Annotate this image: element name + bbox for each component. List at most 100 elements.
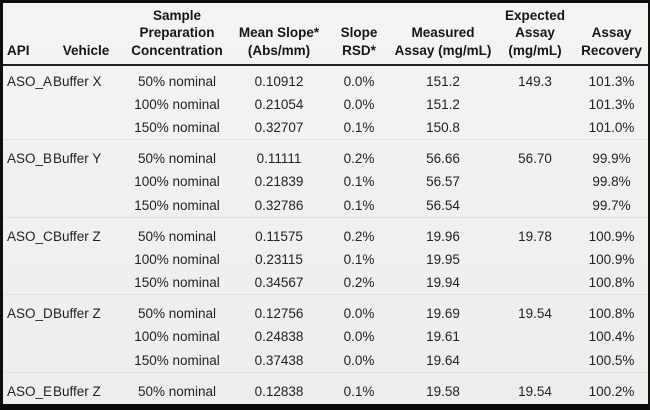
vehicle-cell: Buffer Z xyxy=(49,294,123,326)
api-cell xyxy=(3,248,49,271)
api-cell xyxy=(3,325,49,348)
mean-slope-cell: 0.25260 xyxy=(231,403,327,404)
mean-slope-cell: 0.21839 xyxy=(254,174,304,190)
expected-assay-cell xyxy=(495,248,575,271)
concentration-cell: 150% nominal xyxy=(134,120,220,136)
vehicle-cell xyxy=(49,170,123,193)
concentration-cell: 150% nominal xyxy=(134,275,220,291)
assay-recovery-cell: 101.3% xyxy=(588,73,635,89)
measured-assay-cell: 19.55 xyxy=(391,403,495,404)
concentration-cell: 50% nominal xyxy=(137,73,217,89)
table-row: 150% nominal 0.37438 0.0% 19.64 100.5% xyxy=(3,349,648,373)
vehicle-cell xyxy=(49,325,123,348)
mean-slope-cell: 0.21054 xyxy=(254,96,304,112)
measured-assay-cell: 56.66 xyxy=(391,139,495,171)
expected-assay-cell xyxy=(495,194,575,218)
table-row: 150% nominal 0.32707 0.1% 150.8 101.0% xyxy=(3,116,648,140)
slope-rsd-cell: 0.2% xyxy=(327,216,391,248)
table-row: ASO_C Buffer Z 50% nominal 0.11575 0.2% 19.96… xyxy=(3,216,648,248)
mean-slope-cell: 0.23115 xyxy=(255,251,303,267)
vehicle-cell: Buffer X xyxy=(53,73,102,89)
api-cell xyxy=(3,194,49,218)
concentration-cell: 50% nominal xyxy=(123,139,231,171)
table-row: ASO_B Buffer Y 50% nominal 0.11111 0.2% 56.66… xyxy=(3,139,648,171)
concentration-cell: 100% nominal xyxy=(123,403,231,404)
slope-rsd-cell: 0.1% xyxy=(343,120,375,136)
vehicle-cell xyxy=(49,194,123,218)
column-header-slope-rsd: Slope RSD* xyxy=(327,3,391,66)
measured-assay-cell: 19.94 xyxy=(426,275,460,291)
mean-slope-cell: 0.10912 xyxy=(254,73,304,89)
expected-assay-cell: 19.54 xyxy=(495,371,575,403)
column-header-assay-recovery: Assay Recovery xyxy=(575,3,648,66)
measured-assay-cell: 151.2 xyxy=(426,73,460,89)
vehicle-cell xyxy=(49,116,123,140)
api-cell: ASO_A xyxy=(7,73,53,89)
assay-recovery-cell: 100.8% xyxy=(588,275,635,291)
column-header-mean-slope: Mean Slope* (Abs/mm) xyxy=(231,3,327,66)
api-cell xyxy=(3,271,49,295)
expected-assay-cell xyxy=(495,170,575,193)
table-row: 100% nominal 0.21839 0.1% 56.57 99.8% xyxy=(3,170,648,193)
concentration-cell: 50% nominal xyxy=(123,294,231,326)
slope-rsd-cell: 0.2% xyxy=(327,139,391,171)
api-cell xyxy=(3,93,49,116)
vehicle-cell: Buffer Y xyxy=(49,139,123,171)
assay-recovery-cell: 101.3% xyxy=(588,96,635,112)
table-row: ASO_E Buffer Z 50% nominal 0.12838 0.1% 19.58… xyxy=(3,371,648,403)
measured-assay-cell: 19.96 xyxy=(391,216,495,248)
concentration-cell: 100% nominal xyxy=(134,96,220,112)
slope-rsd-cell: 0.1% xyxy=(343,197,375,213)
api-cell xyxy=(3,403,49,404)
measured-assay-cell: 19.69 xyxy=(391,294,495,326)
vehicle-cell xyxy=(49,271,123,295)
measured-assay-cell: 150.8 xyxy=(426,120,460,136)
table-row: 150% nominal 0.32786 0.1% 56.54 99.7% xyxy=(3,194,648,218)
api-cell: ASO_E xyxy=(3,371,52,403)
mean-slope-cell: 0.32786 xyxy=(254,197,304,213)
mean-slope-cell: 0.11575 xyxy=(231,216,327,248)
assay-recovery-cell: 101.0% xyxy=(588,120,635,136)
measured-assay-cell: 151.2 xyxy=(426,96,460,112)
api-cell xyxy=(3,349,49,373)
expected-assay-cell: 19.78 xyxy=(495,216,575,248)
slope-rsd-cell: 0.0% xyxy=(327,294,391,326)
measured-assay-cell: 56.54 xyxy=(426,197,460,213)
expected-assay-cell xyxy=(495,271,575,295)
expected-assay-cell: 19.54 xyxy=(495,294,575,326)
measured-assay-cell: 19.61 xyxy=(426,329,460,345)
assay-recovery-cell: 99.9% xyxy=(575,139,648,171)
expected-assay-cell: 56.70 xyxy=(495,139,575,171)
measured-assay-cell: 56.57 xyxy=(426,174,460,190)
expected-assay-cell xyxy=(495,116,575,140)
assay-recovery-cell: 100.2% xyxy=(575,371,648,403)
table-row: ASO_A Buffer X 50% nominal 0.10912 0.0% 151.2… xyxy=(3,65,648,93)
mean-slope-cell: 0.11111 xyxy=(231,139,327,171)
table-body: ASO_A Buffer X 50% nominal 0.10912 0.0% 151.2… xyxy=(3,65,648,404)
mean-slope-cell: 0.32707 xyxy=(254,120,304,136)
concentration-cell: 100% nominal xyxy=(134,251,220,267)
assay-recovery-cell: 99.7% xyxy=(592,197,631,213)
assay-recovery-cell: 100.8% xyxy=(575,294,648,326)
expected-assay-cell xyxy=(495,325,575,348)
slope-rsd-cell: 0.1% xyxy=(343,174,375,190)
expected-assay-cell xyxy=(495,349,575,373)
slope-rsd-cell: 0.0% xyxy=(343,96,375,112)
api-cell: ASO_C xyxy=(3,216,53,248)
slope-rsd-cell: 0.0% xyxy=(343,73,375,89)
slope-rsd-cell: 0.0% xyxy=(343,352,375,368)
mean-slope-cell: 0.24838 xyxy=(254,329,304,345)
table-row: 150% nominal 0.34567 0.2% 19.94 100.8% xyxy=(3,271,648,295)
expected-assay-cell: 149.3 xyxy=(518,73,552,89)
table-row: 100% nominal 0.23115 0.1% 19.95 100.9% xyxy=(3,248,648,271)
column-header-expected-assay: Expected Assay (mg/mL) xyxy=(495,3,575,66)
data-table: API Vehicle Sample Preparation Concentra… xyxy=(3,3,648,404)
slope-rsd-cell: 0.1% xyxy=(327,371,391,403)
table-row: 100% nominal 0.24838 0.0% 19.61 100.4% xyxy=(3,325,648,348)
measured-assay-cell: 19.64 xyxy=(426,352,460,368)
vehicle-cell: Buffer Z xyxy=(49,371,123,403)
vehicle-cell xyxy=(49,93,123,116)
column-header-measured-assay: Measured Assay (mg/mL) xyxy=(391,3,495,66)
assay-recovery-cell: 100.9% xyxy=(588,251,635,267)
